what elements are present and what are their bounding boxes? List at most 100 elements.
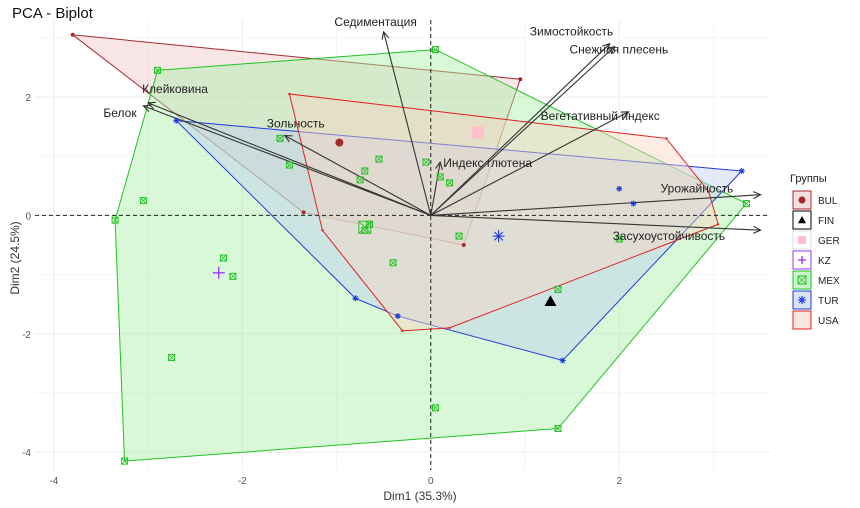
arrowhead-белок [142,104,152,113]
point-mex [615,235,623,243]
point-mex-x2 [361,226,369,234]
legend-item-ger: GER [792,230,840,250]
legend-marker-tur [798,296,806,304]
point-mex-x2 [229,273,237,280]
point-mex-x2 [389,259,397,267]
hull-usa [288,93,719,332]
variable-label-клейковина: Клейковина [142,82,208,96]
point-tur [559,357,566,364]
x-tick-label: -2 [238,476,247,487]
point-mex-x2 [220,254,227,262]
point-mex [168,354,176,361]
point-mex-x2 [554,425,562,432]
legend-label-kz: KZ [818,256,831,267]
point-tur-ray [173,118,179,124]
legend-key-usa [792,310,812,330]
group-centroids [212,126,557,307]
legend-item-usa: USA [792,310,839,330]
point-mex [361,167,369,175]
point-mex-x2 [743,200,750,207]
point-mex-x2 [276,135,284,142]
variable-label-зимостойкость: Зимостойкость [530,25,613,39]
arrowhead-урожайность [752,191,762,200]
arrow-зимостойкость [430,43,611,216]
point-mex-x2 [422,158,430,166]
point-usa [288,92,291,96]
point-mex [436,173,444,181]
point-mex-box [121,457,129,465]
point-mex-box [361,167,369,175]
point-mex-box [375,155,383,163]
point-mex-box [455,232,463,240]
arrowhead-зольность [283,134,293,143]
variable-arrows [142,30,762,234]
variable-label-зольность: Зольность [267,116,325,130]
variable-label-белок: Белок [103,106,137,120]
legend-label-bul: BUL [818,196,838,207]
point-mex-x2 [121,457,128,465]
arrow-снежная-плесень [430,46,615,216]
point-tur-ray [395,313,401,319]
arrow-вегетативный-индекс [430,111,629,216]
x-tick-label: 2 [616,476,622,487]
legend-marker-bul [798,196,806,204]
y-tick-label: 2 [25,93,31,104]
point-bul [461,243,466,247]
point-mex [375,155,383,163]
point-mex [356,176,364,184]
arrowhead-индекс-глютена [435,160,443,170]
arrow-седиментация [383,31,432,216]
centroid-mex-x2 [358,220,372,234]
arrow-урожайность [430,194,761,216]
point-mex-box [422,158,430,166]
variable-label-вегетативный-индекс: Вегетативный индекс [541,109,660,123]
point-mex-x2 [455,232,463,240]
point-bul [301,210,306,215]
point-mex [389,259,397,267]
point-mex-box [356,176,364,184]
legend-item-tur: TUR [792,290,839,310]
point-bul [70,32,75,37]
centroid-bul [335,138,344,147]
point-usa [716,223,720,226]
legend-marker-ger [798,236,806,244]
axis-ticks: -4 -2 0 2 -4 -2 0 2 [22,93,622,487]
point-usa [321,228,324,232]
x-axis-label: Dim1 (35.3%) [383,489,456,503]
point-tur [616,185,623,192]
point-mex-x2 [375,155,383,163]
point-tur [352,295,359,302]
point-usa [665,137,668,140]
point-tur-ray [630,201,636,207]
arrowhead-засухоустойчивость [753,225,762,234]
arrow-засухоустойчивость [430,214,761,231]
point-mex-box [389,259,397,267]
point-mex-box [285,161,293,169]
point-mex-box [436,173,444,181]
legend-item-kz: KZ [792,250,831,270]
y-axis-label: Dim2 (24.5%) [8,221,22,294]
variable-labels: Седиментация Зимостойкость Снежная плесень… [103,15,733,243]
point-usa [707,190,710,193]
point-mex-box [446,179,454,187]
point-mex [121,457,129,465]
legend-item-bul: BUL [792,190,838,210]
point-mex-x2 [140,197,147,204]
legend-marker-fin [798,216,806,224]
point-mex [285,161,293,169]
point-mex-box [154,66,161,74]
point-mex-box [554,425,562,433]
point-mex-box [276,134,284,142]
centroid-ger [471,126,484,139]
point-mex-box [229,272,237,280]
group-hulls [71,34,748,462]
point-mex [554,425,562,433]
point-mex [154,66,161,74]
legend-item-fin: FIN [792,210,834,230]
y-tick-label: -2 [22,330,31,341]
point-mex-x2 [446,179,453,187]
point-mex [431,46,439,54]
point-usa [448,326,451,330]
arrow-зольность [284,134,432,216]
